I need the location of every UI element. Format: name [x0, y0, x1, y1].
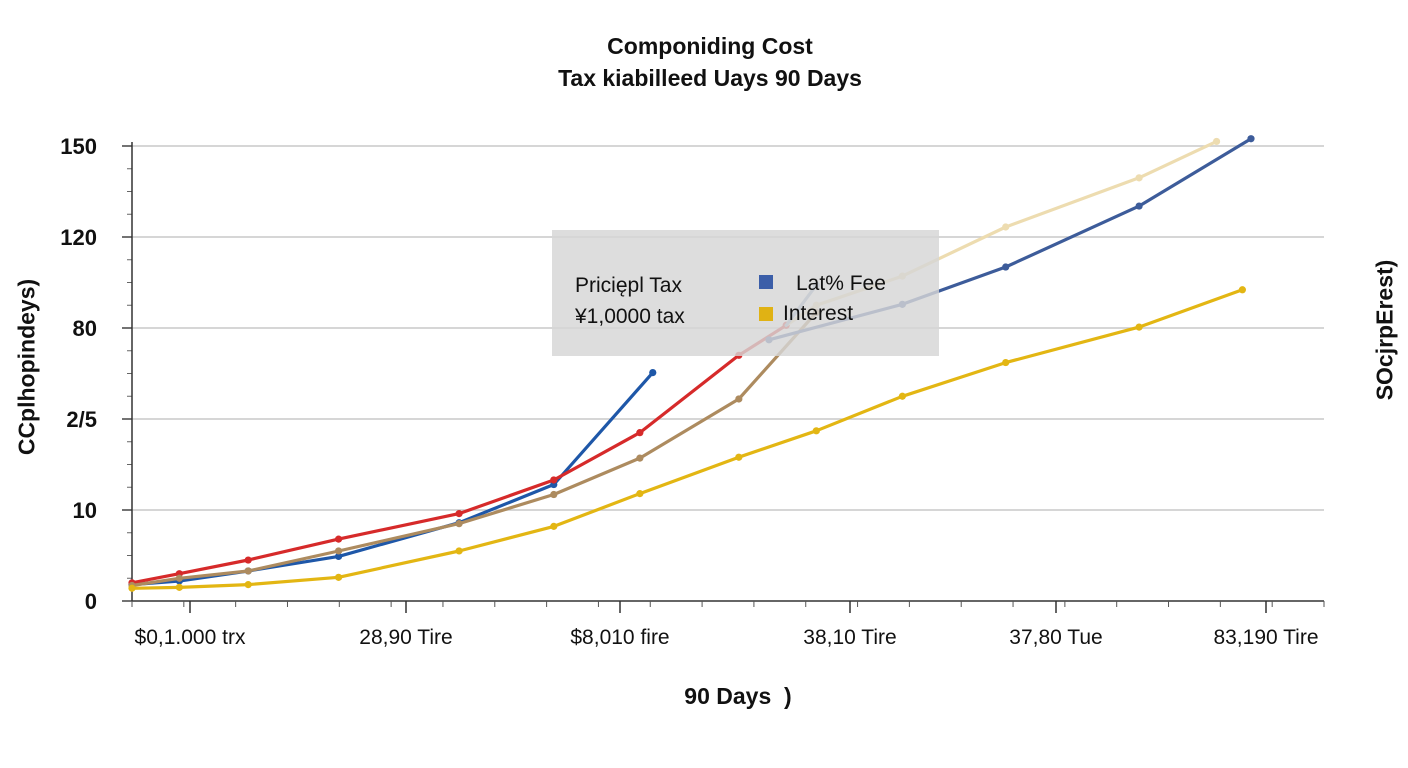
data-point: [550, 490, 558, 499]
data-point: [1212, 137, 1221, 146]
data-point: [175, 574, 183, 582]
data-point: [735, 395, 743, 403]
data-point: [334, 552, 343, 561]
legend-principal-title: Priciępl Tax: [575, 274, 682, 297]
series-line-0: [130, 371, 655, 587]
legend-principal-value: ¥1,0000 tax: [575, 305, 685, 328]
data-point: [244, 581, 252, 589]
data-point: [455, 547, 463, 555]
series-line-1: [130, 323, 788, 585]
data-point: [244, 556, 252, 564]
data-point: [1002, 358, 1010, 367]
x-tick-label: 28,90 Tire: [359, 626, 452, 649]
data-point: [455, 520, 463, 528]
y-tick-label: 2/5: [66, 407, 97, 432]
x-tick-label: 83,190 Tire: [1213, 626, 1318, 649]
data-point: [636, 429, 644, 437]
x-tick-label: $8,010 fire: [570, 626, 669, 649]
y-tick-label: 150: [60, 134, 97, 159]
chart-title-line1: Componiding Cost: [607, 33, 813, 59]
data-point: [550, 522, 558, 530]
data-point: [1135, 174, 1143, 182]
data-point: [1238, 286, 1246, 294]
data-point: [812, 427, 820, 435]
data-point: [898, 392, 906, 400]
y-axis-label-left: CCplhopindeys): [13, 278, 40, 456]
x-axis-label: 90 Days ): [684, 683, 792, 709]
legend-swatch-lat-fee: [759, 275, 773, 289]
chart-title: Componiding Cost Tax kiabilleed Uays 90 …: [0, 30, 1408, 94]
data-point: [550, 476, 558, 484]
data-point: [649, 368, 657, 377]
data-point: [1247, 135, 1255, 143]
data-point: [1002, 223, 1010, 231]
chart-title-line2: Tax kiabilleed Uays 90 Days: [558, 65, 862, 91]
x-tick-label: 38,10 Tire: [803, 626, 896, 649]
x-tick-label: 37,80 Tue: [1009, 626, 1102, 649]
y-axis-label-right: SOcjrpErest): [1371, 259, 1398, 401]
y-tick-label: 0: [85, 589, 97, 614]
legend-label-lat-fee: Lat% Fee: [796, 272, 886, 295]
legend: Priciępl Tax ¥1,0000 tax Lat% Fee Intere…: [552, 230, 939, 356]
data-point: [244, 567, 252, 575]
data-point: [1135, 323, 1143, 331]
y-tick-label: 80: [73, 316, 97, 341]
data-point: [636, 490, 644, 498]
data-point: [334, 547, 343, 555]
y-tick-label: 120: [60, 225, 97, 250]
data-point: [175, 583, 183, 591]
data-point: [1135, 202, 1143, 210]
data-point: [735, 453, 743, 461]
x-tick-label: $0,1.000 trx: [135, 626, 246, 649]
data-point: [128, 584, 136, 592]
y-tick-label: 10: [73, 498, 97, 523]
data-point: [455, 510, 463, 518]
legend-label-interest: Interest: [783, 302, 854, 325]
data-point: [334, 573, 343, 581]
data-point: [1002, 263, 1010, 271]
data-point: [636, 454, 644, 462]
legend-swatch-interest: [759, 307, 773, 321]
data-point: [334, 535, 343, 543]
